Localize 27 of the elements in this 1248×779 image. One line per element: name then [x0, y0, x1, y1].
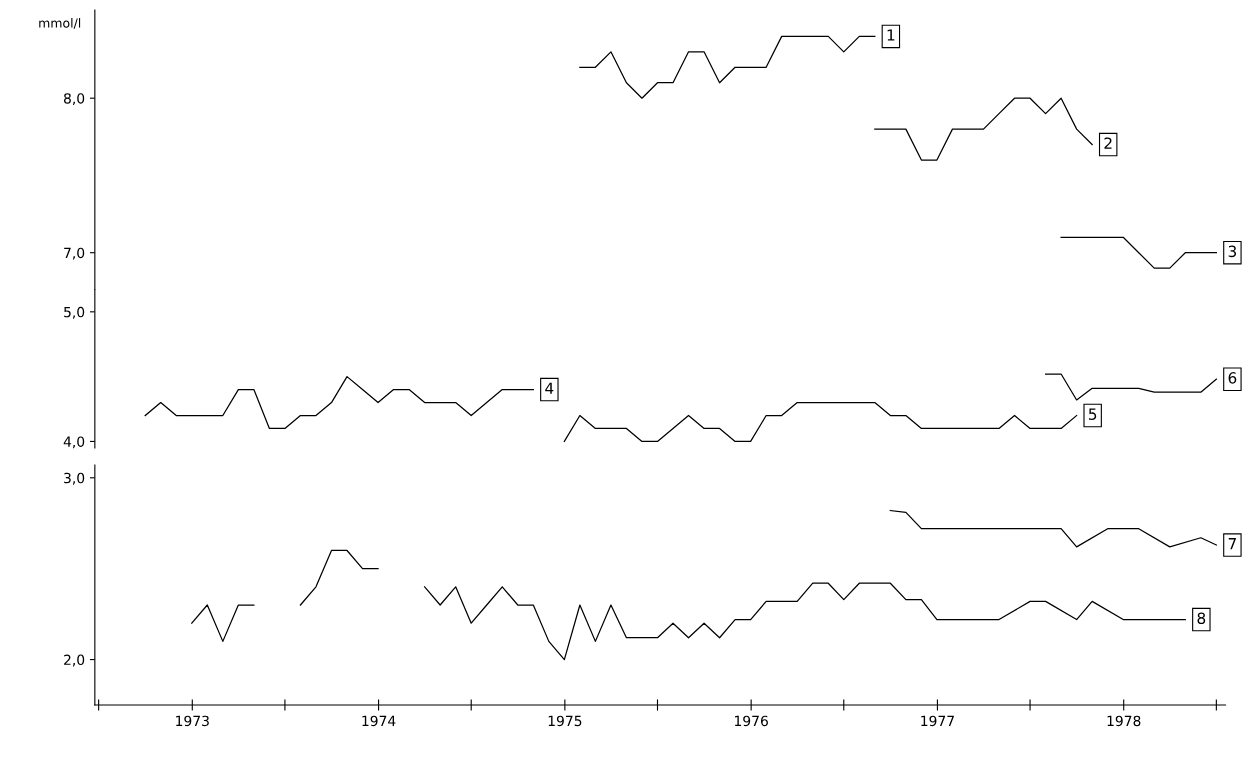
x-tick-label: 1975 [548, 715, 582, 727]
series-label: 8 [1197, 612, 1206, 624]
series-label: 7 [1228, 538, 1236, 550]
line-series [889, 509, 1217, 548]
series-label: 1 [887, 29, 895, 41]
line-series [1044, 373, 1217, 401]
x-tick-label: 1978 [1107, 715, 1141, 727]
x-tick-label: 1973 [176, 715, 209, 727]
y-tick-label: 2,0 [64, 654, 85, 667]
y-tick-label: 5,0 [64, 306, 85, 319]
line-series [563, 401, 1078, 443]
x-tick-label: 1974 [362, 715, 396, 727]
x-tick-label: 1976 [735, 715, 768, 727]
x-tick-label: 1977 [921, 715, 954, 727]
series-label: 5 [1088, 408, 1097, 420]
y-tick-label: 8,0 [63, 93, 85, 106]
series-label: 2 [1104, 137, 1112, 149]
y-tick-label: 3,0 [64, 472, 85, 485]
y-tick-label: 4,0 [63, 436, 85, 449]
line-series [874, 97, 1093, 161]
y-tick-label: 7,0 [64, 247, 85, 260]
line-series [144, 376, 534, 430]
series-label: 6 [1228, 372, 1237, 384]
line-series [579, 35, 876, 99]
series-label: 3 [1228, 245, 1237, 258]
y-axis-title: mmol/l [39, 18, 81, 29]
series-label: 4 [545, 382, 554, 394]
